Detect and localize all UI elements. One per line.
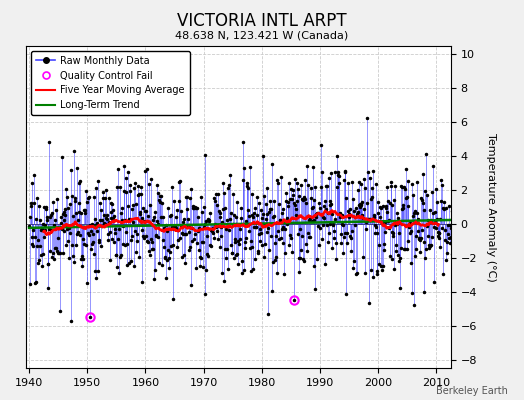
- Text: Berkeley Earth: Berkeley Earth: [436, 386, 508, 396]
- Text: VICTORIA INTL ARPT: VICTORIA INTL ARPT: [177, 12, 347, 30]
- Text: 48.638 N, 123.421 W (Canada): 48.638 N, 123.421 W (Canada): [176, 30, 348, 40]
- Y-axis label: Temperature Anomaly (°C): Temperature Anomaly (°C): [486, 133, 496, 281]
- Legend: Raw Monthly Data, Quality Control Fail, Five Year Moving Average, Long-Term Tren: Raw Monthly Data, Quality Control Fail, …: [31, 51, 190, 115]
